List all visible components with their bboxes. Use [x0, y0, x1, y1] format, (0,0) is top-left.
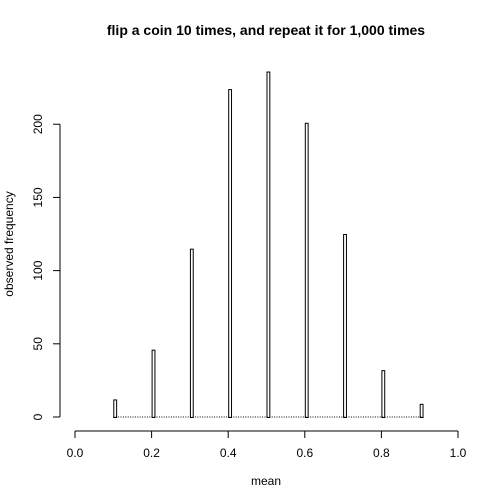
x-tick-label-3: 0.6 — [296, 446, 313, 460]
y-tick-label-3: 150 — [31, 187, 45, 207]
x-tick-label-2: 0.4 — [220, 446, 237, 460]
bar-7 — [381, 370, 386, 418]
x-tick-label-4: 0.8 — [373, 446, 390, 460]
bar-4 — [266, 71, 271, 419]
bar-5 — [304, 122, 309, 419]
x-axis: 0.0 0.2 0.4 0.6 0.8 1.0 — [67, 430, 467, 460]
y-axis: 0 50 100 150 200 — [31, 114, 61, 420]
bar-0 — [113, 399, 118, 419]
bars-group — [113, 71, 424, 419]
x-tick-label-0: 0.0 — [67, 446, 84, 460]
x-tick-label-5: 1.0 — [450, 446, 467, 460]
y-tick-label-2: 100 — [31, 260, 45, 280]
chart-title: flip a coin 10 times, and repeat it for … — [107, 22, 425, 38]
y-tick-label-1: 50 — [31, 337, 45, 351]
bar-6 — [343, 234, 347, 418]
bar-3 — [228, 89, 233, 418]
bar-8 — [419, 403, 424, 418]
x-tick-label-1: 0.2 — [143, 446, 160, 460]
y-tick-label-4: 200 — [31, 114, 45, 134]
y-tick-label-0: 0 — [31, 413, 45, 420]
bar-1 — [151, 349, 156, 418]
y-axis-label: observed frequency — [2, 191, 16, 296]
bar-2 — [189, 248, 194, 418]
x-axis-label: mean — [251, 474, 281, 488]
